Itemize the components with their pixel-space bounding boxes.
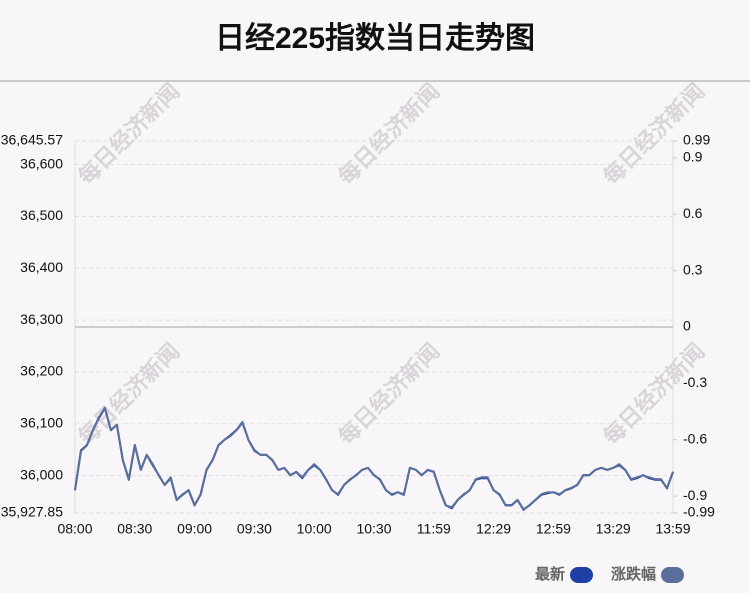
watermark: 每日经济新闻 — [73, 338, 185, 450]
y2-tick-label: 0.3 — [683, 261, 703, 277]
y2-tick-label: 0.6 — [683, 205, 703, 221]
y-tick-label: 36,100 — [20, 414, 63, 430]
x-tick-label: 11:59 — [417, 521, 451, 537]
legend-label: 最新 — [535, 565, 565, 583]
series-line — [74, 406, 674, 511]
y2-tick-label: 0.9 — [683, 149, 703, 165]
legend-swatch — [661, 567, 684, 583]
y-tick-label: 36,400 — [20, 259, 63, 275]
y2-tick-label: -0.9 — [683, 487, 707, 503]
x-tick-label: 10:30 — [356, 521, 391, 537]
x-tick-label: 13:29 — [596, 521, 631, 537]
y-tick-label: 36,645.57 — [1, 132, 63, 148]
legend-label: 涨跌幅 — [611, 565, 656, 583]
y-tick-label: 36,500 — [20, 207, 63, 223]
x-tick-label: 08:30 — [117, 521, 152, 537]
x-tick-label: 10:00 — [297, 521, 332, 537]
y2-tick-label: -0.6 — [683, 430, 707, 446]
chart-title: 日经225指数当日走势图 — [215, 21, 535, 55]
y-tick-label: 36,200 — [20, 363, 63, 379]
watermark: 每日经济新闻 — [333, 338, 445, 450]
x-tick-label: 12:29 — [476, 521, 511, 537]
x-tick-label: 09:00 — [177, 521, 212, 537]
y2-tick-label: -0.99 — [683, 504, 715, 520]
x-tick-label: 13:59 — [655, 521, 690, 537]
legend-swatch — [570, 567, 593, 583]
y2-tick-label: -0.3 — [683, 374, 707, 390]
watermark: 每日经济新闻 — [73, 78, 185, 190]
x-tick-label: 09:30 — [237, 521, 272, 537]
y-tick-label: 35,927.85 — [1, 504, 63, 520]
y-tick-label: 36,600 — [20, 155, 63, 171]
y-tick-label: 36,000 — [20, 466, 63, 482]
x-tick-label: 12:59 — [536, 521, 571, 537]
x-tick-label: 08:00 — [57, 521, 92, 537]
y-tick-label: 36,300 — [20, 311, 63, 327]
watermark: 每日经济新闻 — [333, 78, 445, 190]
y2-tick-label: 0 — [683, 318, 691, 334]
y2-tick-label: 0.99 — [683, 132, 710, 148]
